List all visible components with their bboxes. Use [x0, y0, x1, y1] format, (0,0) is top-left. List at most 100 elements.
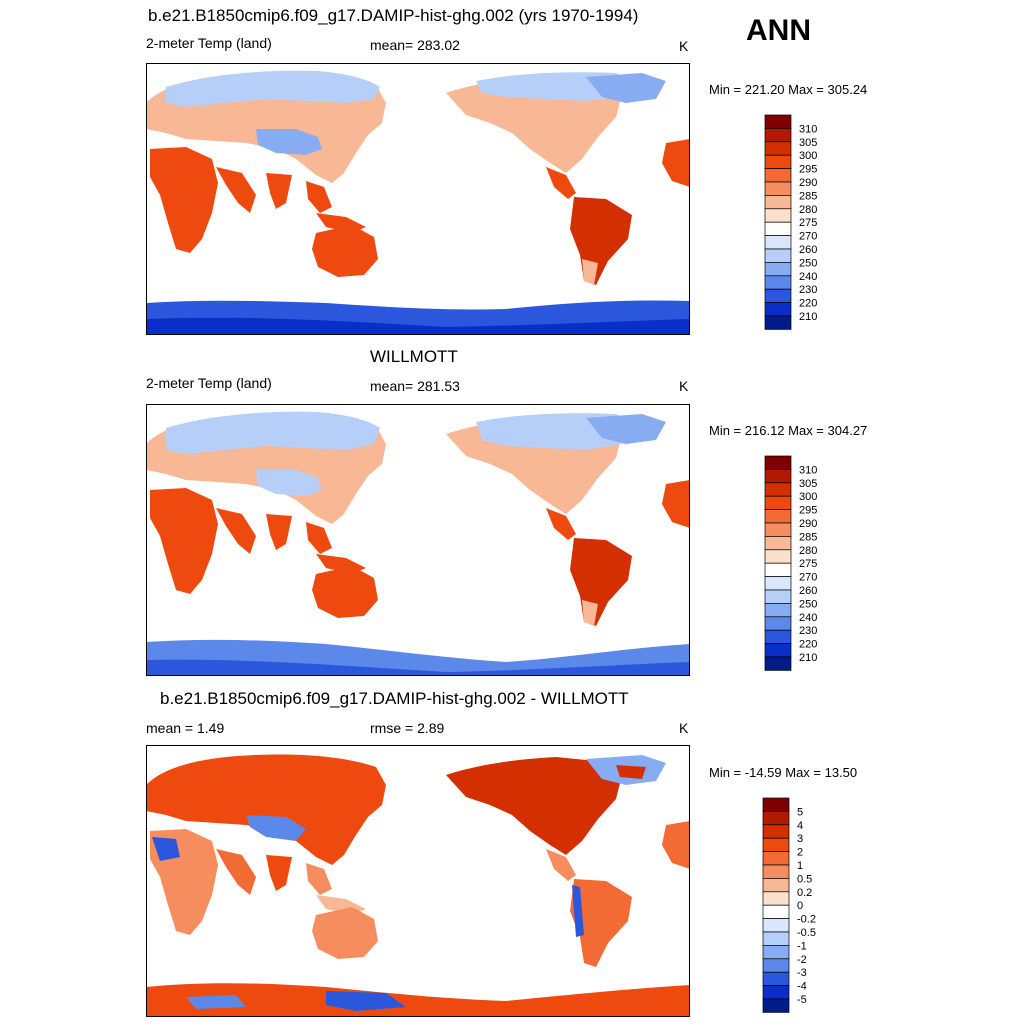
panel-2-map: [146, 404, 690, 676]
colorbar-tick-label: 285: [799, 190, 817, 202]
colorbar-swatch: [764, 181, 792, 196]
colorbar-tick-label: 240: [799, 271, 817, 283]
colorbar-tick-label: 270: [799, 572, 817, 584]
colorbar-swatch: [764, 616, 792, 631]
colorbar-tick-label: 210: [799, 652, 817, 664]
colorbar-swatch: [764, 154, 792, 169]
colorbar-tick-label: 220: [799, 298, 817, 310]
colorbar-swatch: [764, 455, 792, 470]
colorbar-tick-label: 290: [799, 518, 817, 530]
colorbar-swatch: [764, 482, 792, 497]
colorbar-tick-label: -2: [797, 954, 807, 966]
colorbar-tick-label: -3: [797, 967, 807, 979]
colorbar-swatch: [762, 945, 790, 960]
colorbar-swatch: [764, 315, 792, 330]
colorbar-swatch: [762, 891, 790, 906]
colorbar-swatch: [762, 971, 790, 986]
colorbar-swatch: [764, 549, 792, 564]
panel-2-mean-label: mean= 281.53: [370, 378, 460, 394]
colorbar-tick-label: 275: [799, 217, 817, 229]
panel-1-mean-label: mean= 283.02: [370, 37, 460, 53]
panel-2-title: WILLMOTT: [370, 347, 458, 366]
colorbar-swatch: [764, 208, 792, 223]
colorbar-tick-label: 290: [799, 177, 817, 189]
colorbar-tick-label: 1: [797, 860, 803, 872]
colorbar-swatch: [764, 656, 792, 671]
colorbar-tick-label: 285: [799, 531, 817, 543]
panel-3-map: [146, 745, 690, 1017]
colorbar-tick-label: 270: [799, 231, 817, 243]
colorbar-swatch: [764, 589, 792, 604]
colorbar-tick-label: 250: [799, 598, 817, 610]
panel-3-mean-label: mean = 1.49: [146, 720, 225, 736]
panel-3-title: b.e21.B1850cmip6.f09_g17.DAMIP-hist-ghg.…: [160, 689, 629, 708]
colorbar-swatch: [764, 509, 792, 524]
colorbar-tick-label: 275: [799, 558, 817, 570]
colorbar-tick-label: 280: [799, 545, 817, 557]
colorbar-swatch: [762, 904, 790, 919]
panel-3-rmse-label: rmse = 2.89: [370, 720, 445, 736]
colorbar-tick-label: 310: [799, 464, 817, 476]
colorbar-swatch: [764, 302, 792, 317]
colorbar-tick-label: 210: [799, 311, 817, 323]
colorbar-tick-label: 5: [797, 806, 803, 818]
panel-2-variable-label: 2-meter Temp (land): [146, 375, 272, 391]
colorbar-swatch: [764, 128, 792, 143]
panel-2-minmax-label: Min = 216.12 Max = 304.27: [709, 423, 868, 438]
colorbar-tick-label: 240: [799, 612, 817, 624]
colorbar-tick-label: 305: [799, 478, 817, 490]
colorbar-tick-label: 260: [799, 244, 817, 256]
colorbar-swatch: [764, 603, 792, 618]
colorbar-tick-label: -0.5: [797, 927, 816, 939]
colorbar-swatch: [764, 275, 792, 290]
panel-1-units-label: K: [679, 38, 689, 54]
colorbar-tick-label: 230: [799, 625, 817, 637]
colorbar-swatch: [764, 536, 792, 551]
season-label: ANN: [746, 14, 811, 47]
colorbar-tick-label: -5: [797, 994, 807, 1006]
colorbar-swatch: [764, 469, 792, 484]
colorbar-swatch: [762, 958, 790, 973]
colorbar-swatch: [762, 918, 790, 933]
colorbar-swatch: [764, 288, 792, 303]
colorbar-tick-label: 2: [797, 847, 803, 859]
colorbar-swatch: [762, 837, 790, 852]
colorbar-swatch: [764, 522, 792, 537]
colorbar-tick-label: 220: [799, 639, 817, 651]
colorbar-tick-label: 305: [799, 137, 817, 149]
colorbar-tick-label: -0.2: [797, 914, 816, 926]
colorbar-swatch: [764, 643, 792, 658]
panel-2-units-label: K: [679, 378, 689, 394]
colorbar-tick-label: 250: [799, 257, 817, 269]
colorbar-tick-label: 0.5: [797, 873, 812, 885]
colorbar-swatch: [762, 998, 790, 1013]
panel-1-variable-label: 2-meter Temp (land): [146, 35, 272, 51]
colorbar-swatch: [764, 629, 792, 644]
colorbar-tick-label: 295: [799, 164, 817, 176]
colorbar-tick-label: 230: [799, 284, 817, 296]
colorbar-swatch: [762, 797, 790, 812]
panel-3-minmax-label: Min = -14.59 Max = 13.50: [709, 765, 858, 780]
colorbar-swatch: [764, 195, 792, 210]
panel-1-minmax-label: Min = 221.20 Max = 305.24: [709, 82, 868, 97]
colorbar-swatch: [764, 495, 792, 510]
colorbar-tick-label: 310: [799, 123, 817, 135]
colorbar-swatch: [764, 235, 792, 250]
colorbar-swatch: [764, 114, 792, 129]
colorbar-swatch: [764, 141, 792, 156]
colorbar-swatch: [762, 851, 790, 866]
colorbar-tick-label: 260: [799, 585, 817, 597]
colorbar-swatch: [762, 824, 790, 839]
colorbar-swatch: [764, 562, 792, 577]
panel-1-map: [146, 63, 690, 335]
colorbar-tick-label: 4: [797, 820, 803, 832]
colorbar-tick-label: -4: [797, 981, 807, 993]
colorbar-tick-label: 300: [799, 491, 817, 503]
colorbar-swatch: [762, 811, 790, 826]
panel-3-units-label: K: [679, 720, 689, 736]
colorbar-swatch: [764, 576, 792, 591]
panel-3-colorbar: 5 43 210.5 0.20 -0.2-0.5-1 -2-3 -4-5: [762, 797, 816, 1013]
colorbar-tick-label: 280: [799, 204, 817, 216]
